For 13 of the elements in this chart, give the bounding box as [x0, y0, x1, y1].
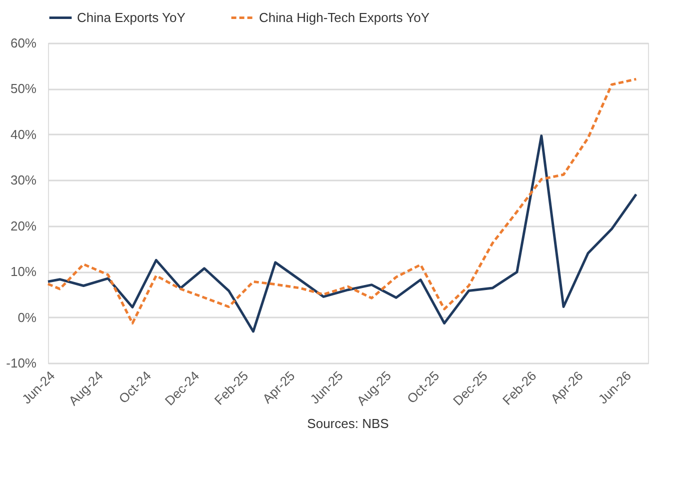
line-series	[46, 134, 638, 333]
y-tick-label: 0%	[18, 310, 37, 325]
y-tick-label: -10%	[6, 356, 37, 370]
y-tick-label: 50%	[10, 81, 37, 96]
y-tick-label: 20%	[10, 218, 37, 234]
y-tick-label: 40%	[10, 126, 37, 142]
y-tick-label: 30%	[10, 172, 37, 188]
legend-label: China Exports YoY	[77, 10, 186, 25]
legend-label: China High-Tech Exports YoY	[259, 10, 430, 25]
line-series	[46, 78, 638, 324]
source-note: Sources: NBS	[307, 416, 390, 431]
y-tick-label: 10%	[10, 264, 37, 280]
y-tick-label: 60%	[10, 36, 37, 50]
